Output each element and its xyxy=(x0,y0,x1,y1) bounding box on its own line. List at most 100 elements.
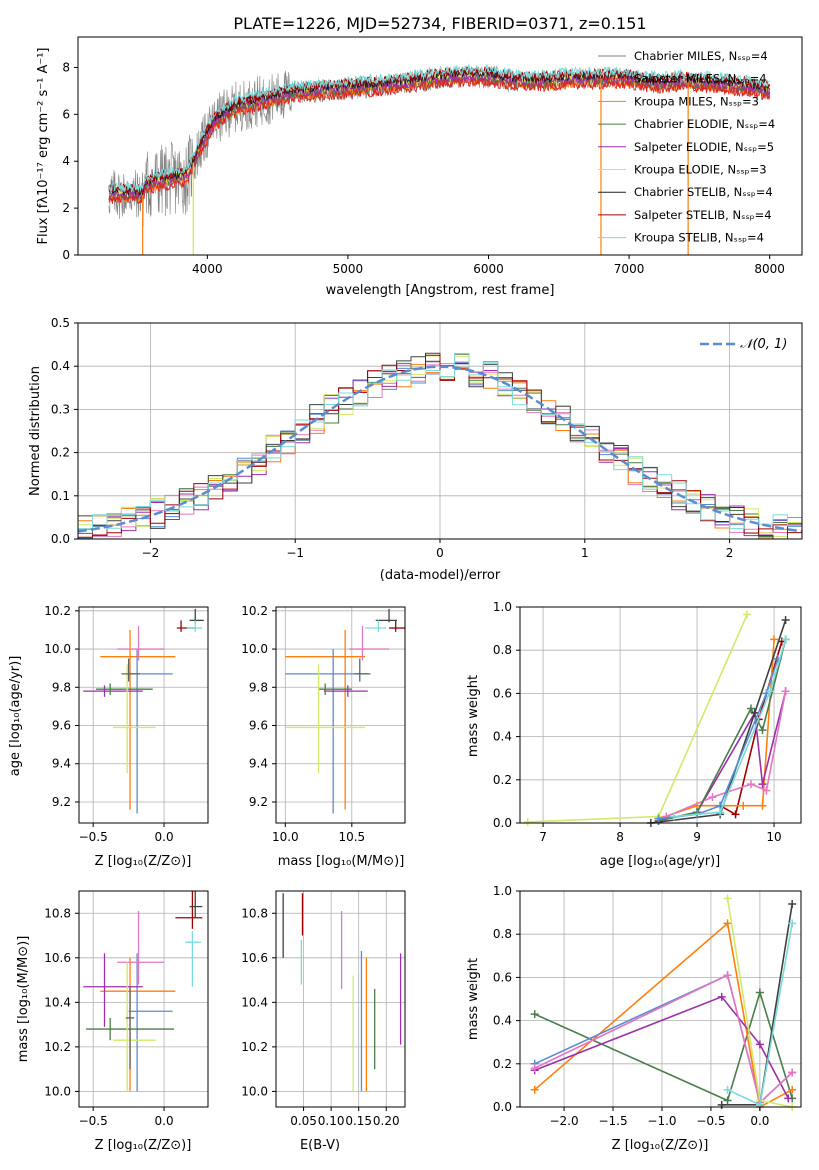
spectrum-xtick-label: 5000 xyxy=(333,262,364,276)
ytick-label: 10.2 xyxy=(44,1040,71,1054)
massweight-point xyxy=(523,817,532,826)
xtick-label: 9 xyxy=(693,830,701,844)
xtick-label: 0.0 xyxy=(155,1114,174,1128)
residual-xlabel: (data-model)/error xyxy=(380,568,501,583)
xtick-label: 0.0 xyxy=(155,830,174,844)
spectrum-xtick-label: 6000 xyxy=(473,262,504,276)
xtick-label: 10.0 xyxy=(272,830,299,844)
spectrum-series-line xyxy=(108,63,770,192)
massweight-point xyxy=(716,808,725,817)
massweight-point xyxy=(781,615,790,624)
ytick-label: 9.4 xyxy=(249,757,268,771)
mass-vs-Z-xlabel: Z [log₁₀(Z/Z⊙)] xyxy=(95,1138,192,1153)
massweight-point xyxy=(788,1068,797,1077)
mass-vs-Z-ylabel: mass [log₁₀(M/M⊙)] xyxy=(16,936,31,1063)
massweight-vs-age-panel: mass weight age [log₁₀(age/yr)] 7 8 9 10 0.0… xyxy=(466,600,802,869)
xtick-label: −0.5 xyxy=(696,1114,725,1128)
massweight-point xyxy=(784,1094,793,1103)
massweight-point xyxy=(770,635,779,644)
massweight-point xyxy=(743,610,752,619)
ytick-label: 0.4 xyxy=(493,1014,512,1028)
panel-frame xyxy=(519,606,802,824)
massweight-vs-Z-ylabel: mass weight xyxy=(466,958,481,1040)
massweight-vs-metallicity-panel: mass weight Z [log₁₀(Z/Z⊙)] −2.0 −1.5 −1.0… xyxy=(466,884,802,1153)
spectrum-ytick-label: 8 xyxy=(62,60,70,74)
massweight-point xyxy=(788,919,797,928)
massweight-point xyxy=(723,894,732,903)
massweight-point xyxy=(755,1040,764,1049)
xtick-label: 0.15 xyxy=(345,1114,372,1128)
legend-label: Kroupa MILES, Nₛₛₚ=3 xyxy=(634,94,759,108)
massweight-vs-age-xlabel: age [log₁₀(age/yr)] xyxy=(600,854,721,869)
xtick-label: −1.5 xyxy=(598,1114,627,1128)
legend-normal-label: 𝒩(0, 1) xyxy=(740,337,787,352)
massweight-series-line xyxy=(673,639,787,818)
massweight-point xyxy=(762,786,771,795)
age-vs-Z-xlabel: Z [log₁₀(Z/Z⊙)] xyxy=(95,854,192,869)
massweight-point xyxy=(758,726,767,735)
legend-label: Kroupa STELIB, Nₛₛₚ=4 xyxy=(634,231,764,245)
massweight-point xyxy=(758,780,767,789)
spectrum-xlabel: wavelength [Angstrom, rest frame] xyxy=(326,283,555,298)
normal-reference-curve xyxy=(77,365,803,533)
legend-label: Chabrier STELIB, Nₛₛₚ=4 xyxy=(634,185,773,199)
legend-label: Salpeter STELIB, Nₛₛₚ=4 xyxy=(634,208,772,222)
mass-vs-extinction-panel: E(B-V) 0.05 0.10 0.15 0.20 10.0 10.2 10.4 10.6 1… xyxy=(241,890,406,1153)
spectrum-panel: 4000 5000 6000 7000 8000 0 2 4 6 8 wavelength [An… xyxy=(36,36,803,298)
spectrum-ytick-label: 2 xyxy=(62,201,70,215)
ytick-label: 10.8 xyxy=(44,906,71,920)
massweight-vs-age-ylabel: mass weight xyxy=(466,675,481,757)
spectrum-series-line xyxy=(108,77,771,205)
massweight-point xyxy=(788,899,797,908)
xtick-label: −1.0 xyxy=(647,1114,676,1128)
panel-frame xyxy=(519,890,802,1108)
spectrum-ylabel: Flux [fλ10⁻¹⁷ erg cm⁻² s⁻¹ A⁻¹] xyxy=(36,48,51,245)
massweight-point xyxy=(530,1010,539,1019)
residual-ytick-label: 0.3 xyxy=(51,402,70,416)
massweight-point xyxy=(669,812,678,821)
residual-xtick-label: 1 xyxy=(581,546,589,560)
residual-ytick-label: 0.1 xyxy=(51,489,70,503)
massweight-point xyxy=(766,687,775,696)
ytick-label: 9.8 xyxy=(52,680,71,694)
ytick-label: 9.6 xyxy=(249,719,268,733)
xtick-label: 0.20 xyxy=(373,1114,400,1128)
residual-xtick-label: 2 xyxy=(726,546,734,560)
spectrum-ytick-label: 6 xyxy=(62,107,70,121)
xtick-label: 0.10 xyxy=(318,1114,345,1128)
ytick-label: 9.6 xyxy=(52,719,71,733)
residual-xtick-label: −2 xyxy=(142,546,160,560)
panel-frame xyxy=(275,606,406,824)
massweight-point xyxy=(723,919,732,928)
ytick-label: 0.8 xyxy=(493,927,512,941)
residual-ytick-label: 0.0 xyxy=(51,532,70,546)
legend-label: Chabrier MILES, Nₛₛₚ=4 xyxy=(634,49,768,63)
massweight-point xyxy=(758,801,767,810)
massweight-point xyxy=(788,1085,797,1094)
ytick-label: 9.8 xyxy=(249,680,268,694)
ytick-label: 10.0 xyxy=(241,642,268,656)
legend-label: Salpeter MILES, Nₛₛₚ=4 xyxy=(634,72,767,86)
ytick-label: 10.2 xyxy=(241,1040,268,1054)
xtick-label: 0.0 xyxy=(750,1114,769,1128)
massweight-vs-Z-xlabel: Z [log₁₀(Z/Z⊙)] xyxy=(612,1138,709,1153)
legend-label: Kroupa ELODIE, Nₛₛₚ=3 xyxy=(634,163,767,177)
ytick-label: 0.2 xyxy=(493,1057,512,1071)
ytick-label: 0.2 xyxy=(493,773,512,787)
ytick-label: 10.0 xyxy=(44,1084,71,1098)
massweight-point xyxy=(530,1064,539,1073)
ytick-label: 10.8 xyxy=(241,906,268,920)
massweight-series-line xyxy=(534,995,790,1099)
ytick-label: 1.0 xyxy=(493,884,512,898)
age-vs-metallicity-panel: age [log₁₀(age/yr)] Z [log₁₀(Z/Z⊙)] −0.5… xyxy=(8,604,209,869)
residual-xtick-label: 0 xyxy=(436,546,444,560)
spectrum-frame xyxy=(77,36,803,256)
spectrum-xtick-label: 4000 xyxy=(192,262,223,276)
massweight-point xyxy=(755,988,764,997)
ytick-label: 10.6 xyxy=(44,951,71,965)
residual-ylabel: Normed distribution xyxy=(28,366,43,496)
xtick-label: −2.0 xyxy=(549,1114,578,1128)
xtick-label: −0.5 xyxy=(79,1114,108,1128)
massweight-point xyxy=(530,1085,539,1094)
massweight-point xyxy=(750,708,759,717)
